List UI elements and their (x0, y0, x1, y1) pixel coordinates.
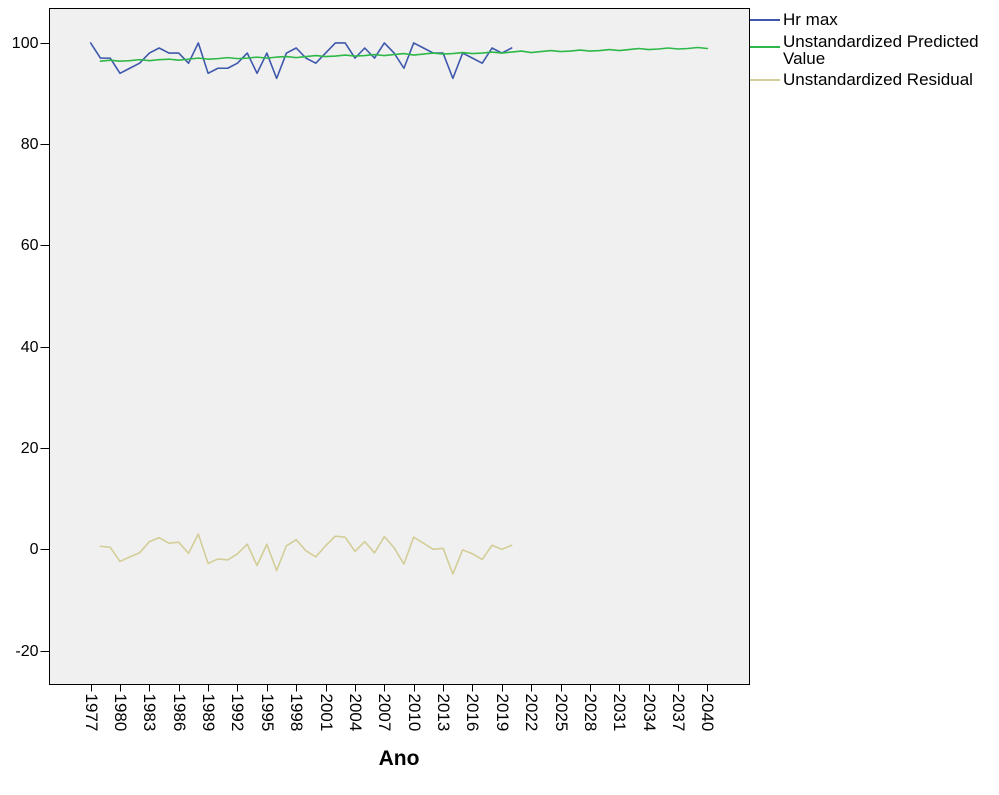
y-tick-label: 0 (30, 541, 39, 558)
legend-item-residual: Unstandardized Residual (750, 71, 996, 88)
y-tick-label: 20 (21, 440, 39, 457)
x-axis: 1977 1980 1983 1986 1989 1992 1995 1998 2001 2004… (82, 684, 717, 732)
legend-swatch-residual (750, 79, 780, 81)
x-tick-label: 1995 (258, 694, 277, 732)
x-tick-label: 1983 (140, 694, 159, 732)
x-tick-label: 2034 (640, 694, 659, 732)
x-tick-label: 1980 (111, 694, 130, 732)
x-tick-label: 2007 (375, 694, 394, 732)
x-tick-label: 2028 (581, 694, 600, 732)
y-tick-label: -20 (15, 643, 38, 660)
x-tick-label: 2040 (698, 694, 717, 732)
series-line-unstandardized-predicted-value (99, 46, 709, 62)
series-line-hr-max (89, 42, 513, 80)
legend-swatch-hr-max (750, 19, 780, 21)
x-tick-label: 2022 (522, 694, 541, 732)
x-tick-label: 2004 (346, 694, 365, 732)
x-axis-title: Ano (378, 747, 420, 770)
x-tick-label: 2037 (669, 694, 688, 732)
x-tick-label: 2016 (463, 694, 482, 732)
series-layer (89, 42, 709, 575)
y-axis: 100 80 60 40 20 0 -20 (12, 35, 50, 660)
y-tick-label: 60 (21, 237, 39, 254)
x-tick-label: 2031 (610, 694, 629, 732)
plot-area (49, 8, 750, 685)
x-tick-label: 1977 (82, 694, 101, 732)
series-line-unstandardized-residual (99, 533, 513, 575)
x-tick-label: 2010 (405, 694, 424, 732)
x-tick-label: 1992 (228, 694, 247, 732)
y-tick-label: 40 (21, 339, 39, 356)
x-tick-label: 2019 (493, 694, 512, 732)
legend-label-hr-max: Hr max (783, 10, 838, 29)
y-tick-label: 80 (21, 136, 39, 153)
legend-item-predicted-value: Unstandardized Predicted Value (750, 33, 996, 67)
x-tick-label: 1986 (170, 694, 189, 732)
x-tick-label: 1989 (199, 694, 218, 732)
y-tick-label: 100 (12, 35, 39, 52)
x-tick-label: 2013 (434, 694, 453, 732)
x-tick-label: 2001 (317, 694, 336, 732)
x-tick-label: 2025 (552, 694, 571, 732)
x-tick-label: 1998 (287, 694, 306, 732)
legend-item-hr-max: Hr max (750, 11, 996, 28)
legend: Hr max Unstandardized Predicted Value Un… (750, 0, 996, 96)
legend-label-predicted-value: Unstandardized Predicted Value (783, 32, 979, 68)
legend-swatch-predicted-value (750, 46, 780, 48)
legend-label-residual: Unstandardized Residual (783, 70, 973, 89)
